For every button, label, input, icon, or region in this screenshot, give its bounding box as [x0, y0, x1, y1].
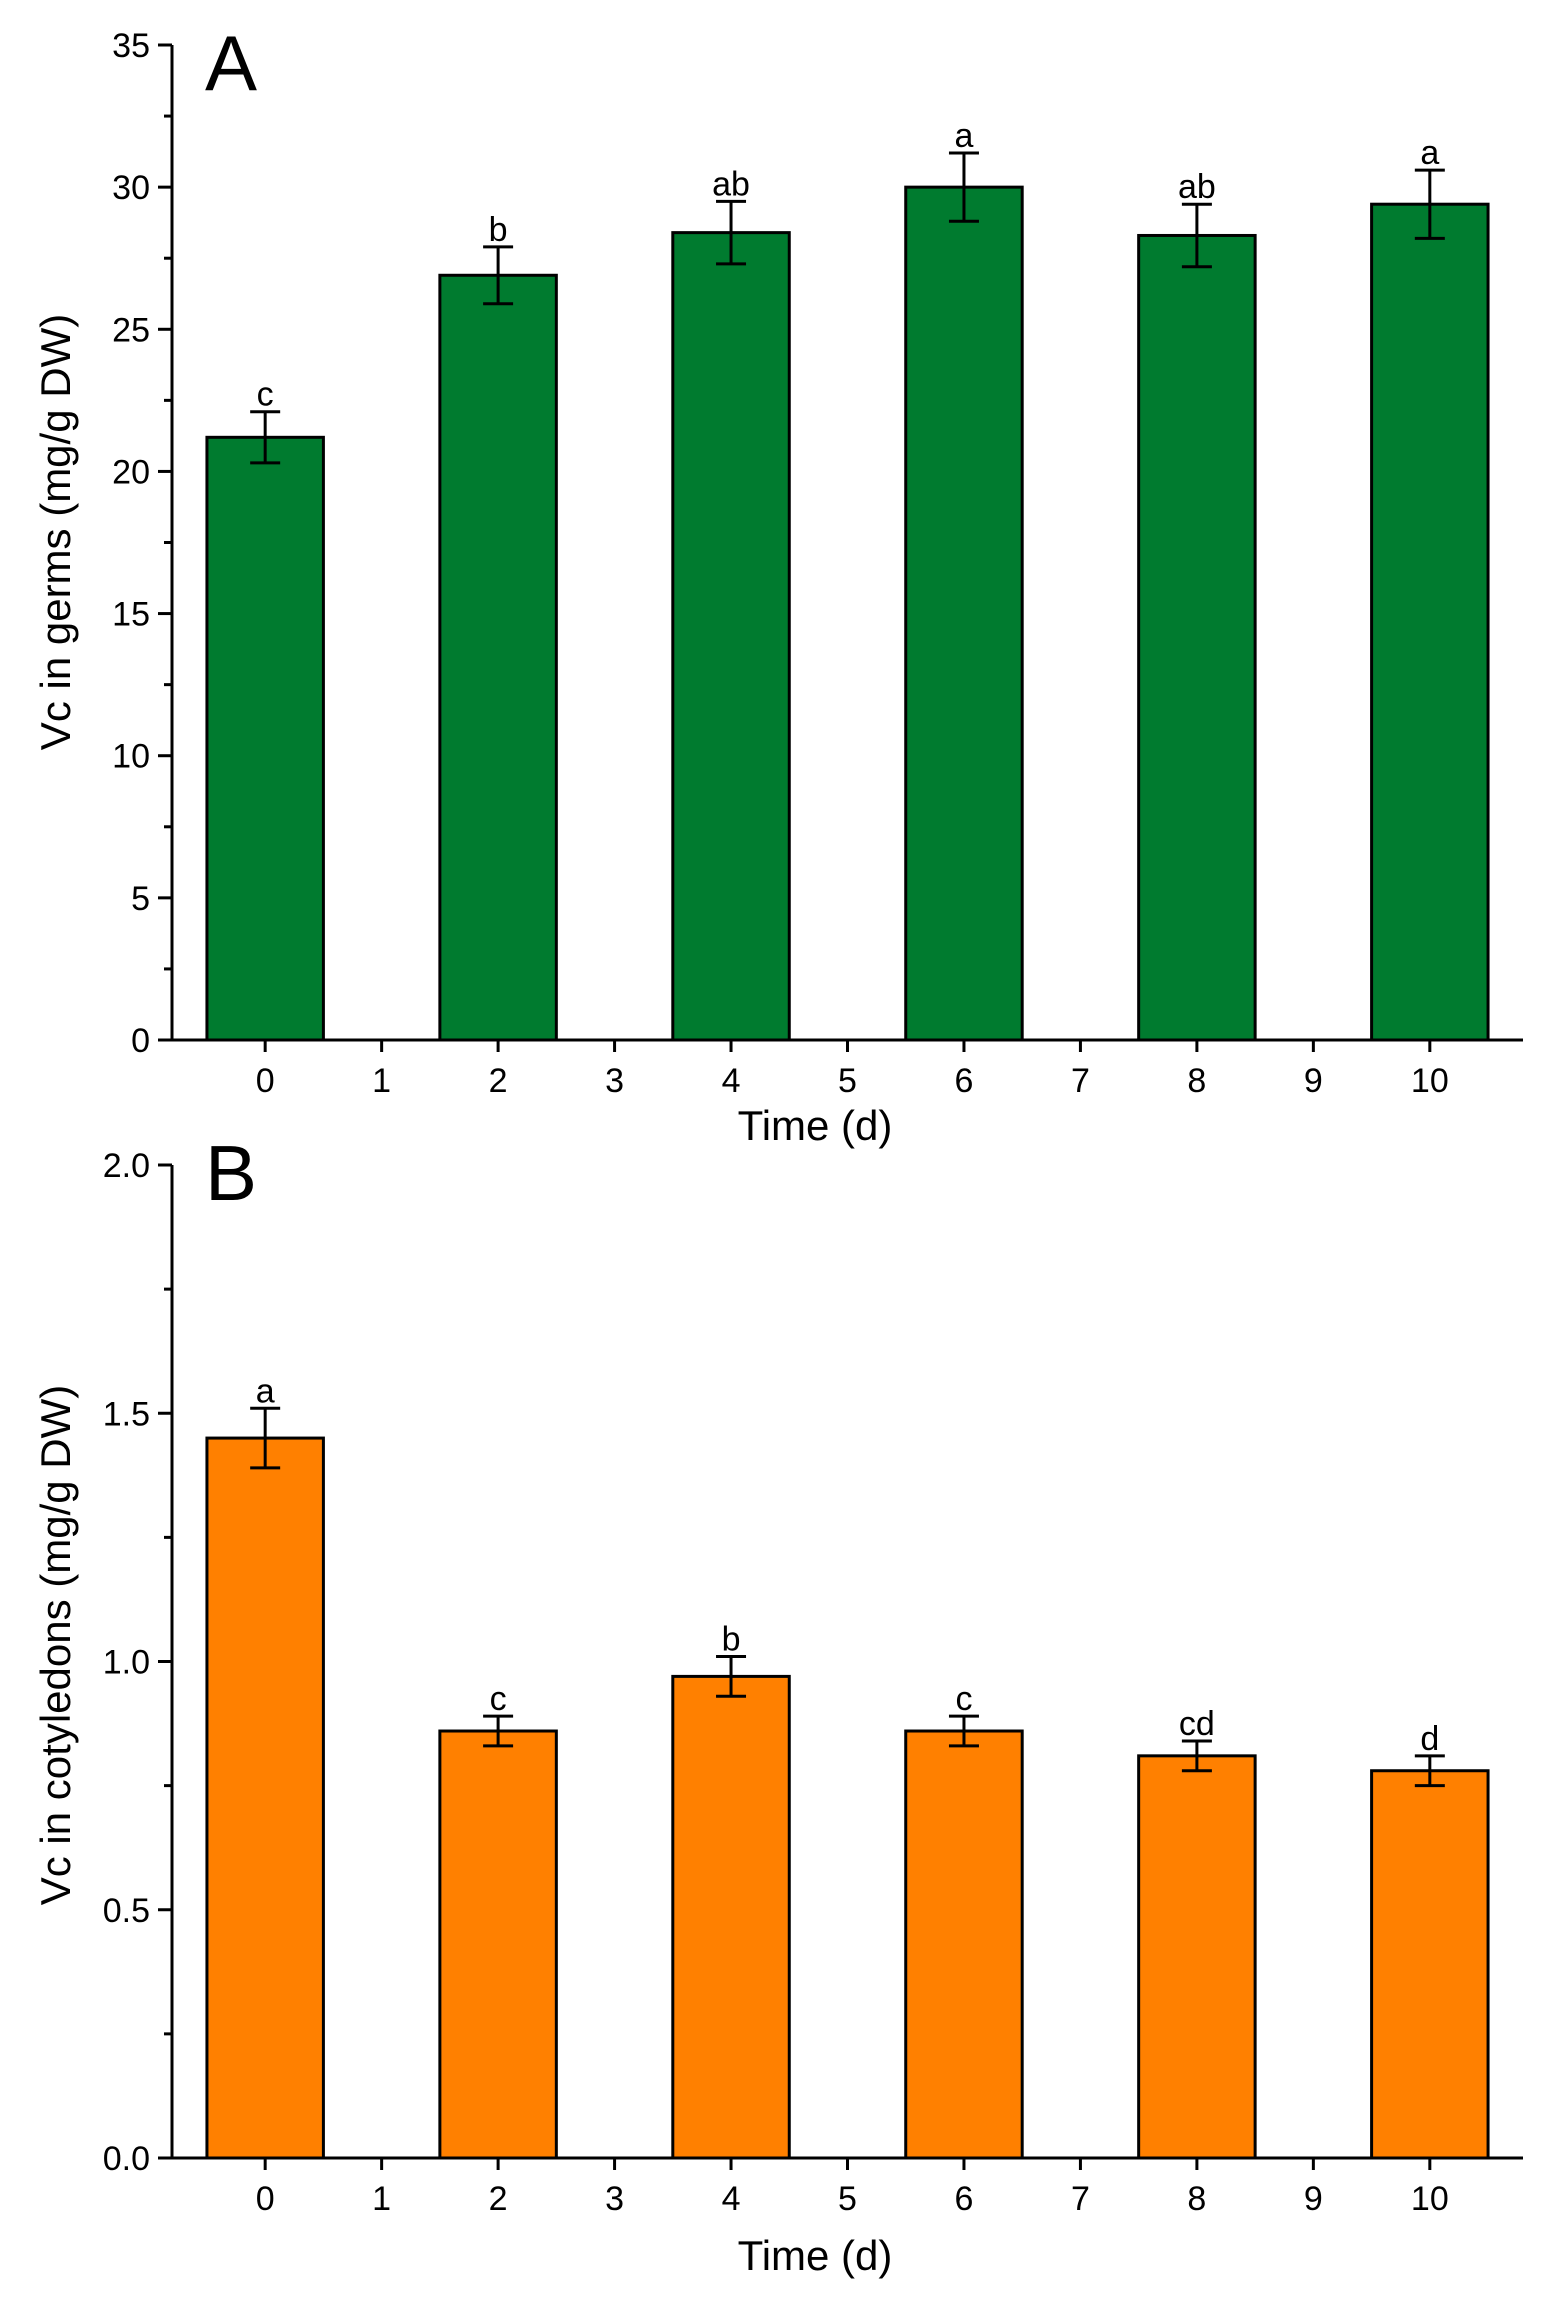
panel-b-x-tick-label-3: 3 — [605, 2180, 624, 2218]
panel-b-sig-label-10: d — [1420, 1720, 1439, 1758]
panel-a-y-tick-label-0: 0 — [131, 1022, 150, 1060]
panel-a-x-tick-label-9: 9 — [1304, 1062, 1323, 1100]
panel-a-x-tick-label-6: 6 — [955, 1062, 974, 1100]
panel-b-bar-4 — [671, 1674, 791, 2160]
panel-b-letter: B — [205, 1129, 257, 1217]
panel-b-sig-label-8: cd — [1179, 1705, 1215, 1743]
panel-a-y-tick-label-7: 35 — [112, 27, 150, 65]
panel-a-bar-8 — [1137, 233, 1257, 1042]
panel-b-x-tick-label-2: 2 — [489, 2180, 508, 2218]
panel-a-x-tick-label-1: 1 — [372, 1062, 391, 1100]
panel-a-x-tick-label-5: 5 — [838, 1062, 857, 1100]
panel-a-x-axis-title: Time (d) — [738, 1102, 893, 1149]
panel-b-bar-6 — [904, 1729, 1024, 2160]
panel-b-x-tick-label-6: 6 — [955, 2180, 974, 2218]
panel-b-x-tick-label-5: 5 — [838, 2180, 857, 2218]
panel-a-sig-label-8: ab — [1178, 168, 1216, 206]
panel-b-bar-2 — [438, 1729, 558, 2160]
panel-b-bar-0 — [205, 1436, 325, 2160]
panel-b-y-axis-title: Vc in cotyledons (mg/g DW) — [32, 1385, 79, 1906]
panel-a-letter: A — [205, 19, 257, 107]
panel-a-x-tick-label-2: 2 — [489, 1062, 508, 1100]
panel-b: B Vc in cotyledons (mg/g DW) Time (d) a c… — [32, 1129, 1523, 2279]
panel-a-y-tick-label-3: 15 — [112, 596, 150, 634]
panel-a-bar-0 — [205, 435, 325, 1042]
panel-a: A Vc in germs (mg/g DW) Time (d) c b ab a ab… — [32, 19, 1523, 1149]
panel-b-x-tick-label-1: 1 — [372, 2180, 391, 2218]
panel-b-x-tick-label-4: 4 — [722, 2180, 741, 2218]
panel-b-y-tick-label-4: 2.0 — [103, 1147, 150, 1185]
panel-a-bar-4 — [671, 231, 791, 1042]
panel-b-y-tick-label-1: 0.5 — [103, 1892, 150, 1930]
panel-a-bar-6 — [904, 185, 1024, 1042]
panel-a-x-tick-label-4: 4 — [722, 1062, 741, 1100]
panel-b-x-tick-label-10: 10 — [1411, 2180, 1449, 2218]
panel-b-sig-label-2: c — [490, 1680, 507, 1718]
panel-a-sig-label-4: ab — [712, 165, 750, 203]
panel-a-y-tick-label-6: 30 — [112, 169, 150, 207]
panel-b-bar-10 — [1370, 1769, 1490, 2160]
panel-a-x-tick-label-10: 10 — [1411, 1062, 1449, 1100]
panel-b-sig-label-6: c — [955, 1680, 972, 1718]
panel-a-x-tick-label-0: 0 — [256, 1062, 275, 1100]
panel-a-sig-label-10: a — [1420, 134, 1439, 172]
panel-a-sig-label-0: c — [257, 376, 274, 414]
panel-a-sig-label-6: a — [955, 117, 974, 155]
panel-b-y-tick-label-2: 1.0 — [103, 1644, 150, 1682]
panel-a-y-tick-label-4: 20 — [112, 453, 150, 491]
panel-a-sig-label-2: b — [489, 211, 508, 249]
panel-a-x-tick-label-3: 3 — [605, 1062, 624, 1100]
panel-a-bar-2 — [438, 273, 558, 1042]
panel-a-x-tick-label-8: 8 — [1187, 1062, 1206, 1100]
panel-a-x-tick-label-7: 7 — [1071, 1062, 1090, 1100]
panel-b-sig-label-4: b — [722, 1621, 741, 1659]
panel-a-bar-10 — [1370, 202, 1490, 1042]
panel-a-y-tick-label-2: 10 — [112, 738, 150, 776]
panel-b-x-tick-label-9: 9 — [1304, 2180, 1323, 2218]
panel-b-y-tick-label-0: 0.0 — [103, 2140, 150, 2178]
panel-a-y-tick-label-5: 25 — [112, 311, 150, 349]
panel-b-sig-label-0: a — [256, 1372, 275, 1410]
panel-b-x-tick-label-7: 7 — [1071, 2180, 1090, 2218]
panel-b-x-axis-title: Time (d) — [738, 2232, 893, 2279]
panel-a-y-axis-title: Vc in germs (mg/g DW) — [32, 314, 79, 750]
panel-a-y-tick-label-1: 5 — [131, 880, 150, 918]
panel-b-bar-8 — [1137, 1754, 1257, 2160]
panel-b-y-tick-label-3: 1.5 — [103, 1395, 150, 1433]
panel-b-x-tick-label-0: 0 — [256, 2180, 275, 2218]
panel-b-x-tick-label-8: 8 — [1187, 2180, 1206, 2218]
